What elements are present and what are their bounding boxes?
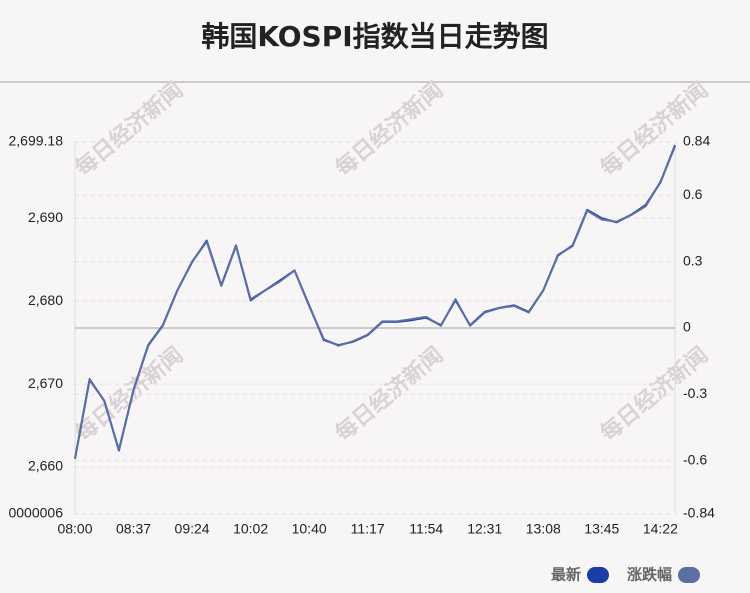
x-tick-label: 10:40: [292, 521, 327, 537]
y2-tick-label: 0.84: [683, 133, 710, 149]
y2-tick-label: 0.6: [683, 186, 703, 202]
legend-swatch: [678, 567, 700, 583]
y-tick-label: 0000006: [8, 505, 63, 521]
x-tick-label: 09:24: [175, 521, 210, 537]
x-tick-label: 13:45: [584, 521, 619, 537]
x-tick-label: 08:00: [57, 521, 92, 537]
watermark: 每日经济新闻: [330, 77, 448, 182]
legend-swatch: [586, 567, 609, 583]
y-tick-label: 2,660: [28, 458, 63, 474]
y-tick-label: 2,699.18: [9, 133, 64, 149]
y2-tick-label: -0.6: [683, 452, 707, 468]
watermark: 每日经济新闻: [70, 342, 188, 447]
legend-label: 涨跌幅: [627, 566, 672, 584]
y-tick-label: 2,690: [28, 209, 63, 225]
x-tick-label: 14:22: [643, 521, 678, 537]
x-tick-label: 08:37: [116, 521, 151, 537]
legend-label: 最新: [551, 566, 581, 584]
x-tick-label: 13:08: [526, 521, 561, 537]
x-tick-label: 12:31: [467, 521, 502, 537]
y2-tick-label: -0.3: [683, 385, 707, 401]
watermark: 每日经济新闻: [70, 77, 188, 182]
x-tick-label: 11:54: [409, 521, 443, 537]
y2-tick-label: -0.84: [683, 505, 715, 521]
y-tick-label: 2,680: [28, 292, 63, 308]
x-tick-label: 11:17: [351, 521, 385, 537]
line-series: [74, 146, 676, 459]
watermark: 每日经济新闻: [595, 77, 713, 182]
chart-title: 韩国KOSPI指数当日走势图: [201, 20, 548, 53]
x-tick-label: 10:02: [233, 521, 268, 537]
y2-tick-label: 0: [683, 319, 691, 335]
y-tick-label: 2,670: [28, 375, 63, 391]
y2-tick-label: 0.3: [683, 252, 703, 268]
